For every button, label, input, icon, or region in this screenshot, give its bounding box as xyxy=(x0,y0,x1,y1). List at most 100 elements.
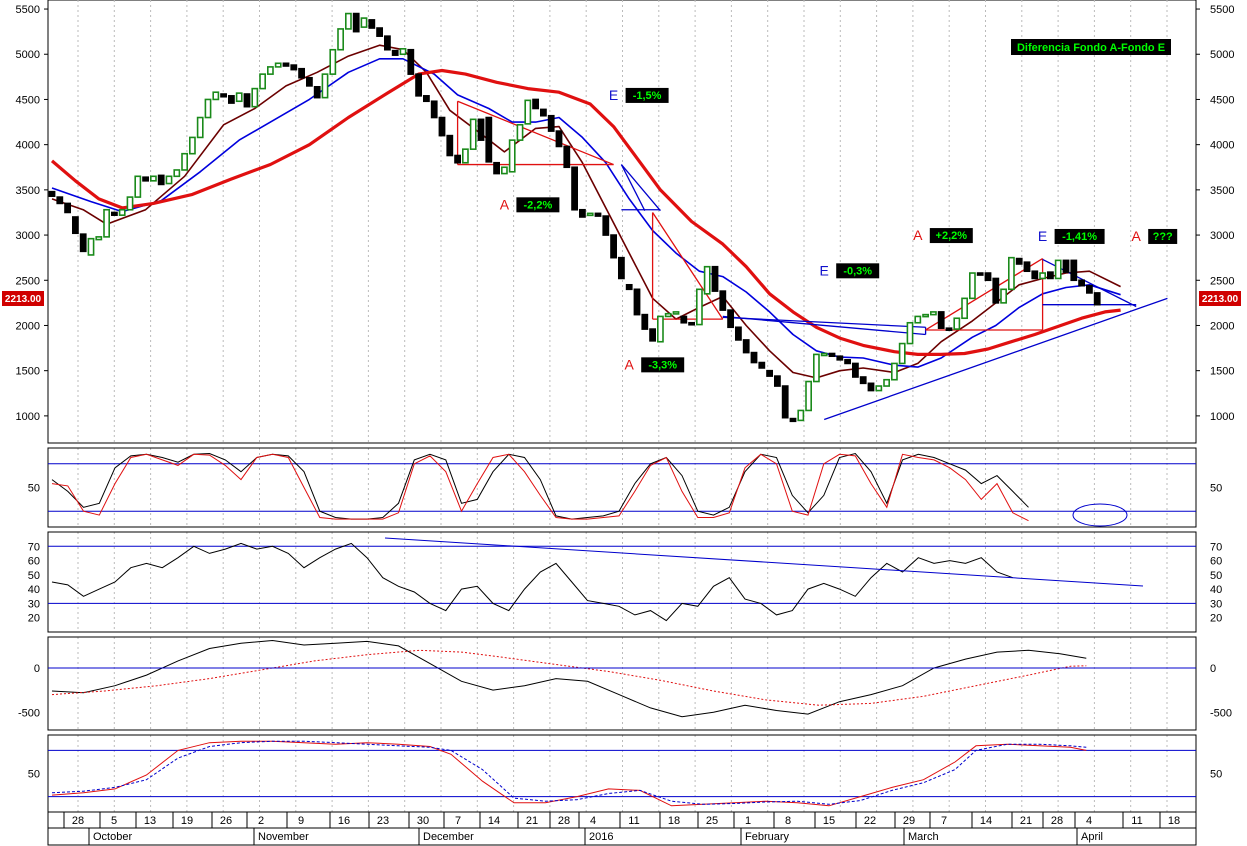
candle-up xyxy=(134,175,142,198)
price-tick-label-right: 4000 xyxy=(1210,140,1234,152)
candle-up xyxy=(469,118,477,150)
indicator-tick-right: -500 xyxy=(1210,707,1232,719)
day-label: 5 xyxy=(111,815,117,827)
trend-line xyxy=(823,297,1168,421)
candle-up xyxy=(251,87,259,108)
indicator-tick-left: 50 xyxy=(28,483,40,495)
candle-down xyxy=(282,62,290,67)
price-tick-label-right: 5500 xyxy=(1210,4,1234,16)
indicator-tick-right: 50 xyxy=(1210,769,1222,781)
candle-up xyxy=(906,321,914,345)
candle-down xyxy=(727,309,734,329)
candle-down xyxy=(407,48,415,75)
price-tick-label-right: 3500 xyxy=(1210,185,1234,197)
indicator-tick-left: 20 xyxy=(28,613,40,625)
candle-up xyxy=(898,342,906,365)
indicator-tick-left: 50 xyxy=(28,570,40,582)
day-label: 7 xyxy=(941,815,947,827)
day-label: 21 xyxy=(1020,815,1032,827)
price-tick-label-left: 4500 xyxy=(16,94,40,106)
candle-down xyxy=(844,359,851,365)
candle-down xyxy=(477,118,485,141)
day-label: 4 xyxy=(590,815,596,827)
price-tick-label-right: 1500 xyxy=(1210,366,1234,378)
candle-down xyxy=(485,116,493,163)
candle-down xyxy=(228,95,235,104)
panel-frame xyxy=(47,447,1197,528)
annotation-box xyxy=(836,263,880,279)
annotation-letter: A xyxy=(1132,228,1142,244)
candle-up xyxy=(87,237,95,256)
day-label: 30 xyxy=(417,815,429,827)
candle-up xyxy=(118,208,126,216)
candle-down xyxy=(1086,284,1093,294)
price-tick-label-left: 5500 xyxy=(16,4,40,16)
annotation-box xyxy=(516,197,560,213)
panel-frame xyxy=(47,636,1197,731)
candle-up xyxy=(165,175,173,185)
candle-down xyxy=(742,339,750,354)
candle-down xyxy=(415,73,422,97)
price-tick-label-right: 5000 xyxy=(1210,49,1234,61)
month-label: 2016 xyxy=(589,831,613,843)
price-tick-label-left: 1000 xyxy=(16,411,40,423)
candle-up xyxy=(961,297,968,320)
candle-down xyxy=(352,12,360,33)
candle-down xyxy=(438,116,446,137)
stochastic-d-line xyxy=(51,453,1029,522)
candle-down xyxy=(79,233,87,253)
candle-down xyxy=(142,176,149,182)
candle-down xyxy=(391,49,399,56)
stochastic-k-line xyxy=(51,452,1029,520)
month-label: November xyxy=(258,831,309,843)
candle-up xyxy=(189,136,196,155)
candle-up xyxy=(259,73,266,90)
candle-up xyxy=(875,385,883,392)
last-price-tag-right: 2213.00 xyxy=(1199,291,1241,306)
price-tick-label-right: 2500 xyxy=(1210,275,1234,287)
rsi-line xyxy=(51,542,1013,622)
candle-up xyxy=(461,148,469,164)
candle-down xyxy=(789,417,797,423)
indicator-tick-right: 60 xyxy=(1210,556,1222,568)
highlight-ellipse xyxy=(1072,503,1128,527)
candle-down xyxy=(532,98,539,110)
indicator-tick-right: 30 xyxy=(1210,598,1222,610)
day-label: 4 xyxy=(1086,815,1092,827)
candle-down xyxy=(376,27,383,37)
candle-down xyxy=(290,64,298,71)
day-label: 22 xyxy=(864,815,876,827)
candle-up xyxy=(235,92,243,103)
candle-up xyxy=(337,28,344,51)
candle-down xyxy=(828,352,836,358)
candle-down xyxy=(220,93,227,98)
candle-down xyxy=(64,202,71,214)
day-label: 8 xyxy=(785,815,791,827)
day-label: 11 xyxy=(1131,815,1142,827)
candle-down xyxy=(1078,279,1085,287)
annotation-letter: E xyxy=(1038,228,1047,244)
measure-line xyxy=(722,316,926,328)
candle-down xyxy=(836,355,844,361)
price-tick-label-left: 2000 xyxy=(16,320,40,332)
candle-down xyxy=(1062,259,1070,273)
candle-up xyxy=(173,169,181,178)
candle-up xyxy=(890,362,898,381)
candle-up xyxy=(103,208,110,238)
candle-down xyxy=(243,93,251,108)
month-label: March xyxy=(908,831,939,843)
annotation-letter: A xyxy=(500,196,510,212)
candle-down xyxy=(1070,259,1078,282)
indicator-tick-left: -500 xyxy=(18,707,40,719)
candle-down xyxy=(734,326,742,341)
candle-down xyxy=(157,174,165,186)
candle-down xyxy=(773,375,781,387)
day-label: 18 xyxy=(1168,815,1180,827)
indicator-tick-left: 50 xyxy=(28,769,40,781)
indicator-tick-right: 70 xyxy=(1210,541,1222,553)
price-tick-label-left: 3000 xyxy=(16,230,40,242)
candle-up xyxy=(1054,259,1062,280)
moving-average-line xyxy=(51,44,1121,379)
candle-up xyxy=(181,152,188,171)
